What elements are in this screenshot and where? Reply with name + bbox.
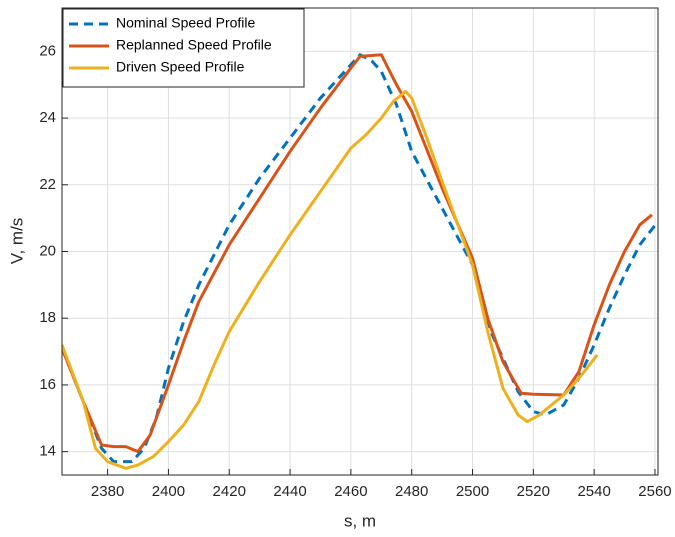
x-tick-label: 2560 — [638, 483, 671, 500]
y-tick-label: 22 — [39, 176, 56, 193]
axes-box — [61, 7, 659, 476]
series-line — [62, 89, 599, 470]
x-axis-label: s, m — [344, 511, 376, 530]
y-tick-label: 20 — [39, 242, 56, 259]
x-tick-label: 2420 — [213, 483, 246, 500]
legend-box — [62, 8, 305, 88]
legend-label: Driven Speed Profile — [116, 59, 245, 75]
x-tick-label: 2480 — [395, 483, 428, 500]
y-axis-label: V, m/s — [7, 218, 26, 265]
x-tick-label: 2460 — [334, 483, 367, 500]
x-tick-label: 2380 — [91, 483, 124, 500]
x-tick-label: 2440 — [273, 483, 306, 500]
y-tick-label: 14 — [39, 443, 56, 460]
x-tick-label: 2400 — [152, 483, 185, 500]
y-tick-label: 24 — [39, 109, 56, 126]
legend-label: Nominal Speed Profile — [116, 15, 256, 31]
y-tick-label: 18 — [39, 309, 56, 326]
x-tick-label: 2520 — [517, 483, 550, 500]
series-line — [62, 53, 658, 464]
x-tick-label: 2500 — [456, 483, 489, 500]
legend-label: Replanned Speed Profile — [116, 37, 272, 53]
x-tick-label: 2540 — [577, 483, 610, 500]
y-tick-label: 26 — [39, 42, 56, 59]
y-tick-label: 16 — [39, 376, 56, 393]
series-line — [62, 53, 653, 454]
